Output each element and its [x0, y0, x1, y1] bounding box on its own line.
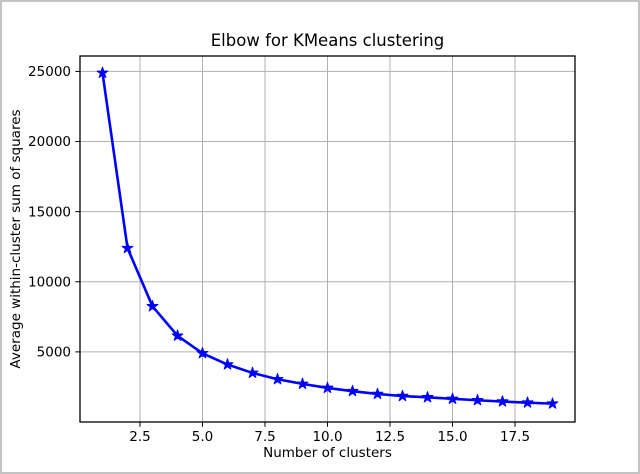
data-point-marker: [421, 391, 434, 403]
data-point-marker: [246, 366, 259, 379]
data-point-marker: [496, 395, 509, 407]
x-tick-label: 10.0: [312, 429, 342, 445]
data-point-marker: [296, 377, 309, 389]
data-point-marker: [171, 329, 184, 341]
y-tick-label: 20000: [28, 134, 71, 150]
data-point-marker: [146, 300, 159, 312]
y-tick-label: 10000: [28, 274, 71, 290]
y-tick-label: 15000: [28, 204, 71, 220]
series: [96, 66, 559, 409]
x-axis: 2.5 5.0 7.5 10.0 12.5 15.0 17.5: [129, 422, 530, 445]
y-axis: 5000 10000 15000 20000 25000: [28, 64, 80, 361]
data-point-marker: [471, 394, 484, 406]
y-axis-label: Average within-cluster sum of squares: [8, 109, 24, 368]
data-point-marker: [396, 389, 409, 402]
data-point-marker: [196, 347, 209, 359]
grid: [80, 56, 575, 422]
data-point-marker: [321, 381, 334, 394]
data-point-marker: [96, 66, 109, 78]
x-tick-label: 12.5: [375, 429, 405, 445]
data-point-marker: [221, 358, 234, 370]
data-point-marker: [271, 373, 284, 385]
y-tick-label: 5000: [37, 345, 71, 361]
x-tick-label: 5.0: [192, 429, 213, 445]
x-tick-label: 17.5: [500, 429, 530, 445]
x-tick-label: 7.5: [254, 429, 275, 445]
chart-title: Elbow for KMeans clustering: [211, 31, 445, 50]
x-tick-label: 15.0: [437, 429, 467, 445]
data-point-marker: [546, 397, 559, 409]
y-tick-label: 25000: [28, 64, 71, 80]
data-point-marker: [121, 241, 134, 254]
data-point-marker: [371, 387, 384, 400]
data-point-marker: [346, 384, 359, 397]
data-point-marker: [521, 396, 534, 408]
x-axis-label: Number of clusters: [263, 445, 392, 461]
x-tick-label: 2.5: [129, 429, 150, 445]
data-point-marker: [446, 392, 459, 404]
